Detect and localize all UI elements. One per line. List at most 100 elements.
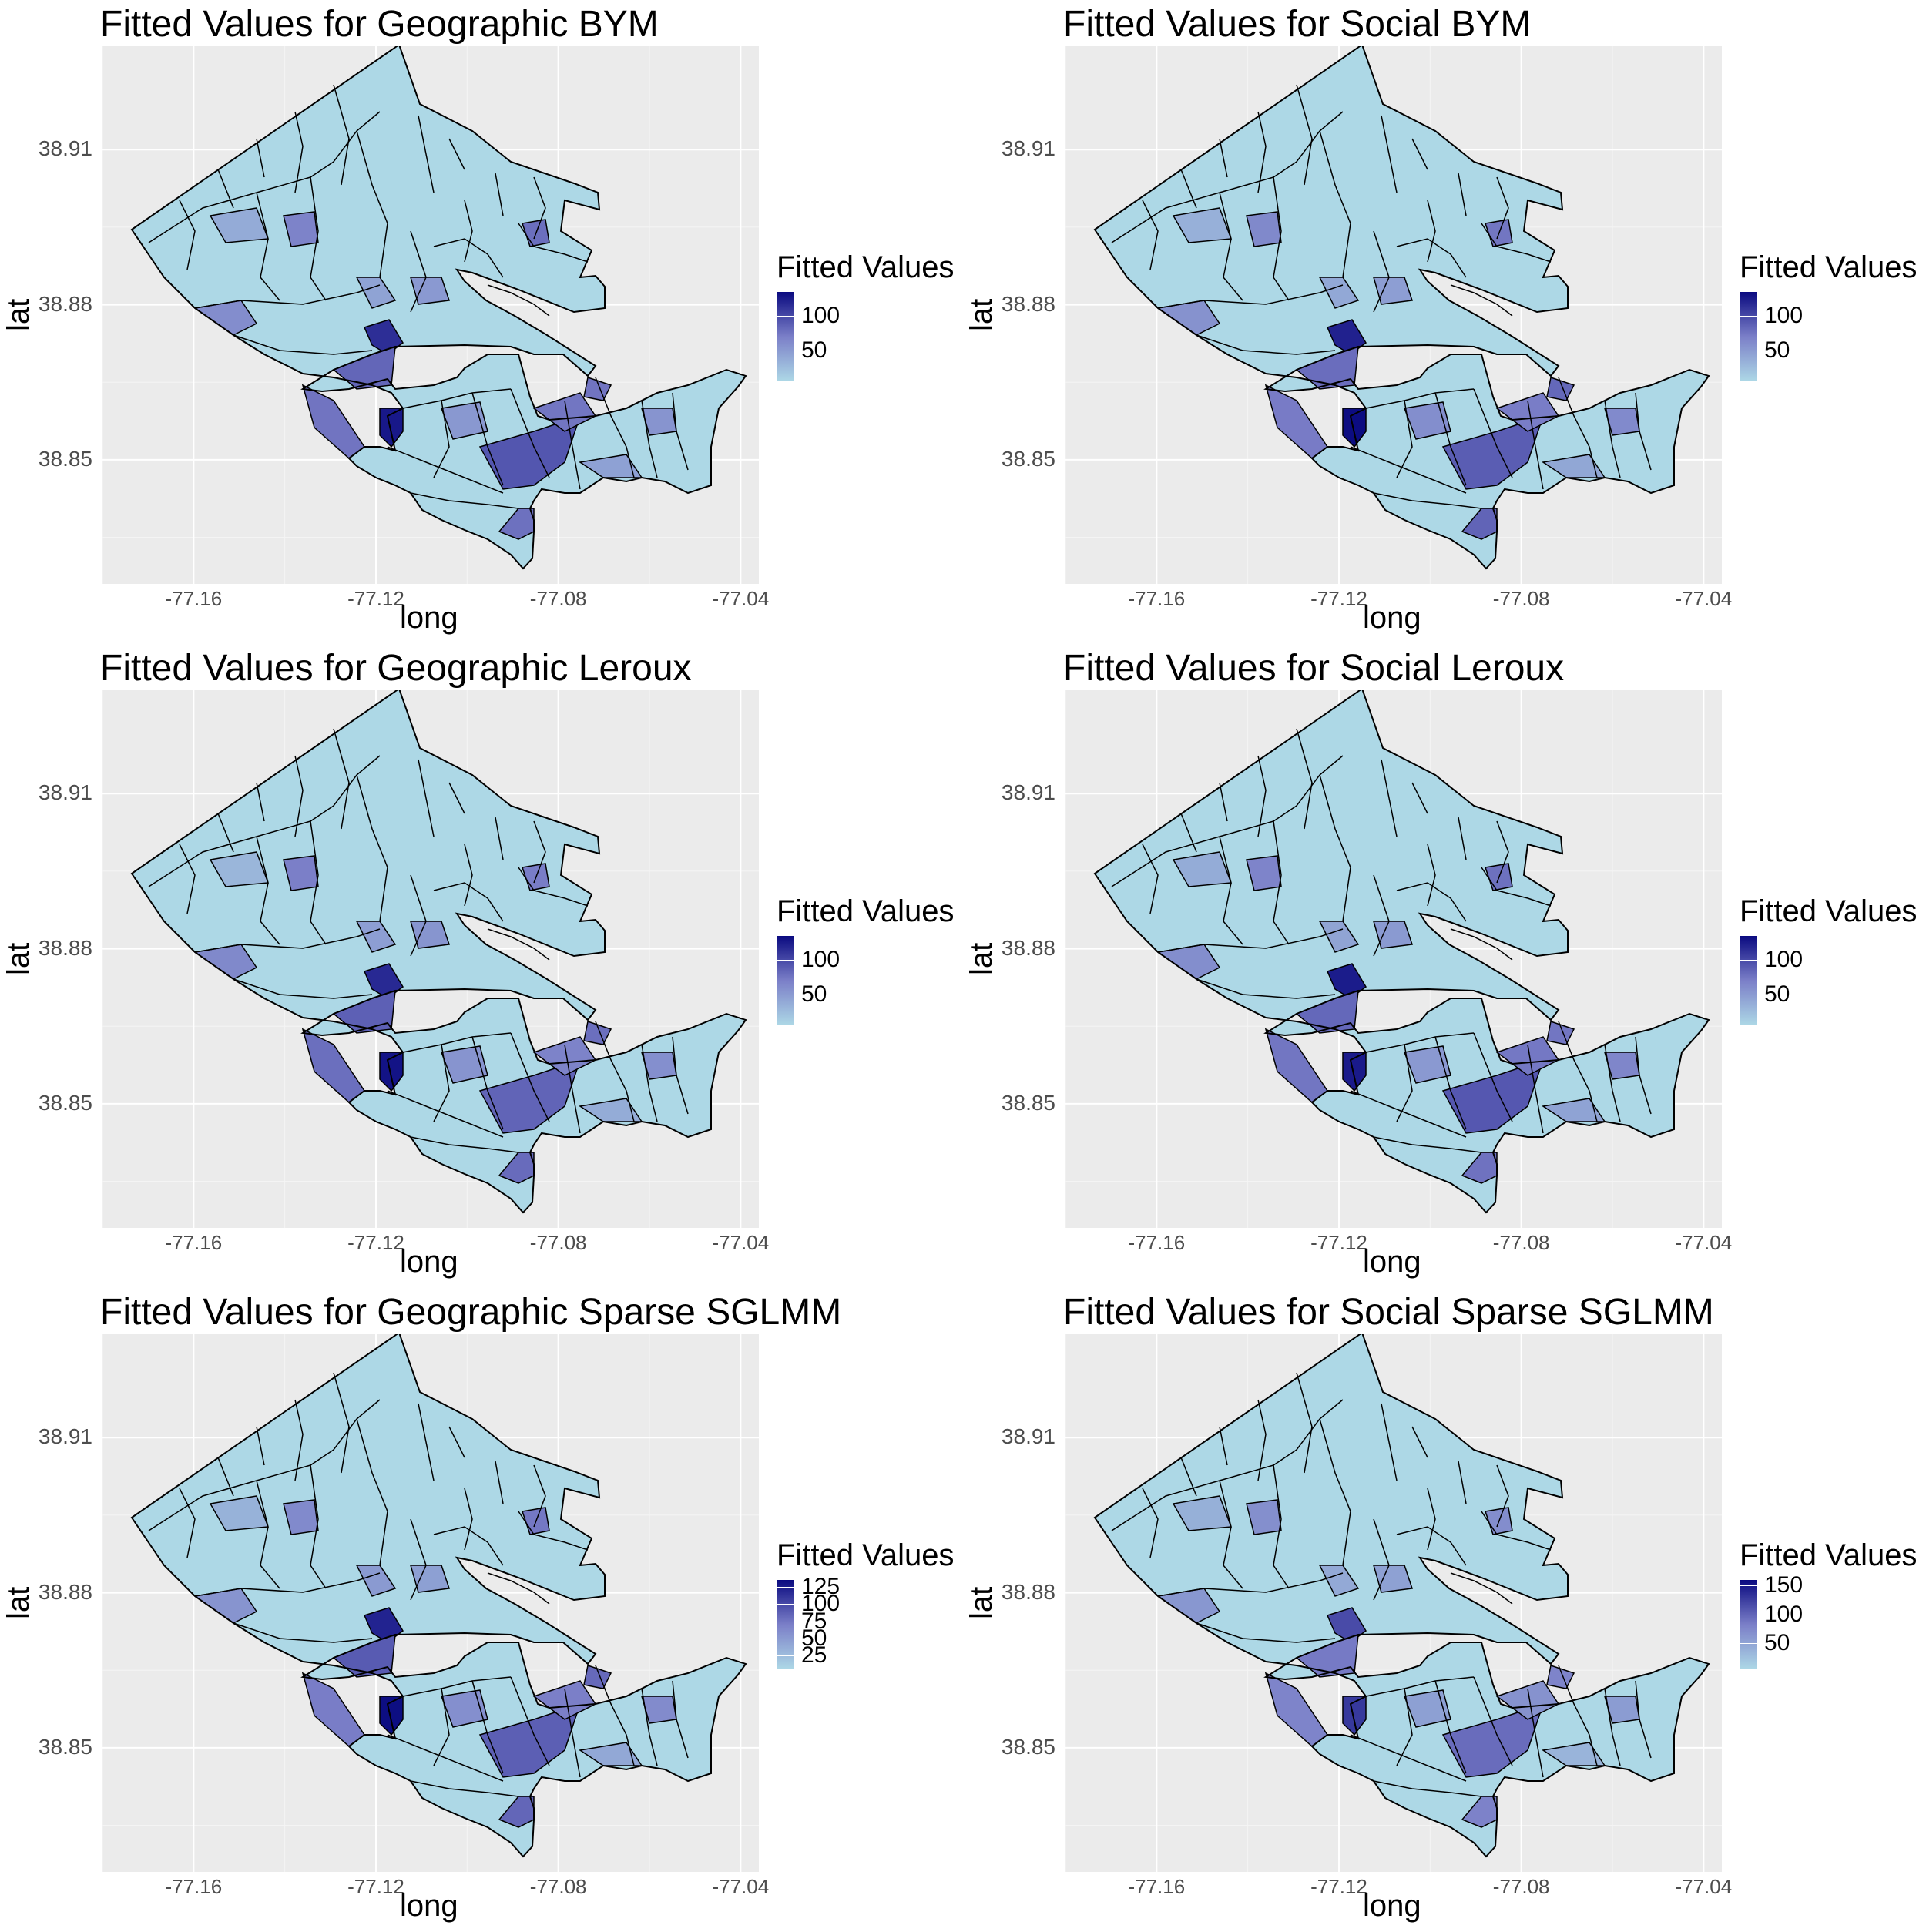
- panel-title: Fitted Values for Geographic Leroux: [100, 648, 692, 689]
- tract-polygon: [379, 1052, 404, 1092]
- y-tick-label: 38.85: [38, 446, 92, 471]
- tract-boundary: [418, 759, 435, 837]
- tract-boundary: [1373, 1136, 1482, 1153]
- tract-boundary: [333, 84, 350, 186]
- tract-boundary: [1296, 84, 1313, 186]
- tract-boundary: [194, 284, 381, 309]
- tract-boundary: [672, 1036, 689, 1115]
- x-tick-label: -77.08: [1492, 587, 1550, 610]
- tract-polygon: [1246, 1499, 1282, 1535]
- tract-boundary: [1604, 1688, 1621, 1766]
- tract-boundary: [1496, 820, 1509, 884]
- tract-boundary: [595, 377, 635, 478]
- map-svg: [102, 46, 759, 584]
- tract-polygon: [1342, 1696, 1367, 1736]
- legend-tick: [1740, 1585, 1757, 1587]
- tract-boundary: [1219, 138, 1228, 178]
- tract-boundary: [410, 1136, 519, 1153]
- tract-boundary: [1473, 1032, 1513, 1122]
- y-tick-label: 38.91: [38, 1424, 92, 1449]
- y-tick-label: 38.91: [38, 780, 92, 805]
- tract-boundary: [1434, 1680, 1467, 1774]
- tract-polygon: [478, 1702, 582, 1778]
- legend-tick: [777, 316, 794, 317]
- tract-boundary: [510, 388, 550, 478]
- tract-polygon: [1403, 1689, 1451, 1728]
- tract-boundary: [256, 836, 280, 945]
- tract-boundary: [217, 813, 234, 853]
- tract-boundary: [448, 1426, 465, 1458]
- tract-boundary: [1450, 1572, 1513, 1605]
- map-plot-area: [1065, 46, 1722, 584]
- color-legend: Fitted Values 150 100 50: [1740, 1538, 1918, 1669]
- legend-tick: [1740, 960, 1757, 961]
- tract-polygon: [1373, 1565, 1414, 1593]
- x-tick-label: -77.04: [712, 1231, 770, 1254]
- tract-polygon: [1546, 1665, 1575, 1689]
- x-tick-label: -77.04: [1675, 1875, 1733, 1898]
- legend-label: 100: [1764, 1601, 1804, 1627]
- tract-polygon: [498, 508, 535, 540]
- tract-boundary: [1558, 1021, 1598, 1122]
- tract-polygon: [1441, 1058, 1545, 1134]
- tract-boundary: [1527, 400, 1544, 490]
- x-tick-label: -77.04: [1675, 587, 1733, 610]
- x-tick-label: -77.12: [1310, 587, 1367, 610]
- tract-boundary: [1427, 1488, 1436, 1551]
- tract-boundary: [256, 192, 280, 301]
- x-tick-label: -77.16: [165, 587, 223, 610]
- tract-polygon: [478, 414, 582, 490]
- map-plot-area: [1065, 690, 1722, 1228]
- y-tick-label: 38.91: [38, 136, 92, 161]
- legend-colorbar: [777, 292, 794, 381]
- tract-polygon: [498, 1796, 535, 1828]
- legend-title: Fitted Values: [1740, 250, 1918, 284]
- tract-boundary: [410, 230, 427, 313]
- tract-boundary: [1157, 1572, 1344, 1597]
- y-tick-label: 38.91: [1001, 1424, 1055, 1449]
- tract-boundary: [533, 820, 546, 884]
- tract-boundary: [1396, 882, 1467, 922]
- tract-boundary: [1157, 928, 1344, 953]
- tract-boundary: [256, 1480, 280, 1589]
- map-svg: [102, 690, 759, 1228]
- legend-colorbar: [777, 936, 794, 1025]
- tract-boundary: [487, 284, 550, 317]
- color-legend: Fitted Values 100 50: [777, 894, 955, 1025]
- tract-boundary: [510, 1032, 550, 1122]
- legend-label: 50: [801, 1625, 827, 1651]
- tract-polygon: [478, 1058, 582, 1134]
- tract-polygon: [1441, 1702, 1545, 1778]
- tract-polygon: [283, 855, 319, 891]
- map-panel: Fitted Values for Social Leroux 38.91 38.8…: [963, 644, 1926, 1288]
- tract-boundary: [1219, 192, 1243, 301]
- tract-boundary: [179, 200, 196, 270]
- legend-colorbar: [1740, 936, 1757, 1025]
- legend-label: 100: [1764, 947, 1804, 973]
- tract-boundary: [448, 782, 465, 814]
- tract-boundary: [1257, 1399, 1267, 1481]
- map-svg: [1065, 46, 1722, 584]
- tract-boundary: [217, 169, 234, 209]
- tract-boundary: [495, 817, 504, 860]
- tract-polygon: [1461, 1152, 1498, 1184]
- legend-label: 125: [801, 1573, 841, 1599]
- tract-polygon: [440, 401, 488, 440]
- tract-boundary: [433, 1526, 504, 1566]
- color-legend: Fitted Values 100 50: [777, 250, 955, 381]
- map-svg: [102, 1334, 759, 1872]
- tract-boundary: [495, 173, 504, 216]
- tract-boundary: [1273, 1464, 1290, 1589]
- tract-boundary: [1604, 400, 1621, 478]
- tract-boundary: [1142, 1488, 1159, 1558]
- tract-boundary: [1365, 1032, 1475, 1053]
- tract-boundary: [410, 492, 519, 509]
- tract-boundary: [1481, 1511, 1552, 1551]
- legend-label: 50: [801, 337, 827, 363]
- tract-boundary: [217, 1457, 234, 1497]
- tract-polygon: [283, 1499, 319, 1535]
- legend-label: 100: [801, 303, 841, 329]
- tract-boundary: [310, 820, 327, 945]
- legend-label: 50: [1764, 981, 1790, 1007]
- legend-colorbar: [1740, 292, 1757, 381]
